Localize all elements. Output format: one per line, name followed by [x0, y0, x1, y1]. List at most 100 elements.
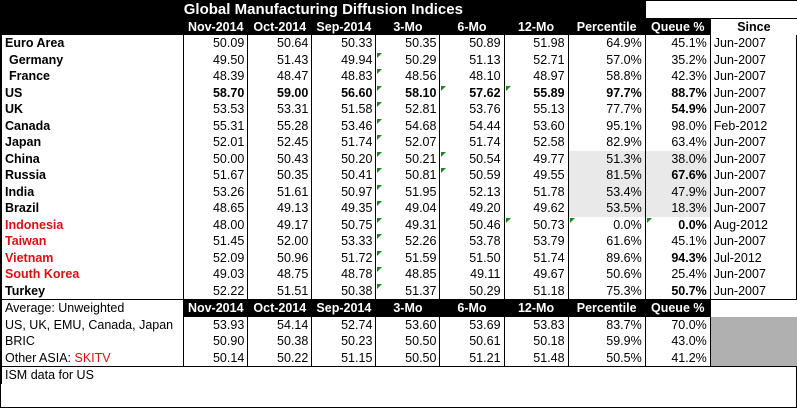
cell-since: Jun-2007	[709, 35, 797, 52]
country-name: Vietnam	[0, 249, 185, 266]
cell-since: Aug-2012	[709, 216, 797, 233]
avg-cell-nov: 50.90	[183, 333, 249, 350]
country-name: UK	[0, 101, 185, 118]
cell-queue: 18.3%	[644, 200, 711, 217]
cell-oct: 48.47	[247, 68, 313, 85]
cell-12mo: 48.97	[503, 68, 569, 85]
cell-3mo: 50.81	[375, 167, 441, 184]
cell-12mo: 52.58	[503, 134, 569, 151]
cell-since: Jun-2007	[709, 183, 797, 200]
avg-cell-3mo: 53.60	[375, 316, 441, 333]
cell-12mo: 51.18	[503, 282, 569, 300]
cell-12mo: 52.71	[503, 51, 569, 68]
column-header-row: Nov-2014 Oct-2014 Sep-2014 3-Mo 6-Mo 12-…	[0, 18, 797, 35]
cell-oct: 59.00	[247, 84, 313, 101]
avg-cell-12mo: 51.48	[503, 349, 569, 367]
cell-since: Jun-2007	[709, 282, 797, 300]
col-header-nov: Nov-2014	[183, 18, 249, 35]
cell-3mo: 48.85	[375, 266, 441, 283]
cell-percentile: 51.3%	[567, 150, 646, 167]
cell-oct: 50.96	[247, 249, 313, 266]
cell-sep: 56.60	[311, 84, 377, 101]
cell-3mo: 52.07	[375, 134, 441, 151]
cell-nov: 48.65	[183, 200, 249, 217]
country-name: Brazil	[0, 200, 185, 217]
cell-3mo: 51.37	[375, 282, 441, 300]
cell-sep: 50.75	[311, 216, 377, 233]
col-header-3mo: 3-Mo	[375, 18, 441, 35]
cell-percentile: 0.0%	[567, 216, 646, 233]
cell-percentile: 61.6%	[567, 233, 646, 250]
cell-6mo: 50.59	[439, 167, 505, 184]
avg-col-header-3mo: 3-Mo	[375, 299, 441, 317]
cell-3mo: 58.10	[375, 84, 441, 101]
cell-6mo: 54.44	[439, 117, 505, 134]
cell-3mo: 48.56	[375, 68, 441, 85]
cell-since: Jun-2007	[709, 134, 797, 151]
cell-queue: 45.1%	[644, 35, 711, 52]
cell-6mo: 50.29	[439, 282, 505, 300]
avg-col-header-12mo: 12-Mo	[503, 299, 569, 317]
col-header-oct: Oct-2014	[247, 18, 313, 35]
cell-oct: 50.35	[247, 167, 313, 184]
cell-nov: 50.09	[183, 35, 249, 52]
cell-3mo: 50.21	[375, 150, 441, 167]
avg-cell-6mo: 53.69	[439, 316, 505, 333]
avg-cell-oct: 50.38	[247, 333, 313, 350]
cell-sep: 51.72	[311, 249, 377, 266]
title-blank-cell	[644, 1, 797, 19]
cell-6mo: 52.13	[439, 183, 505, 200]
cell-percentile: 53.4%	[567, 183, 646, 200]
table-row: Euro Area 50.09 50.64 50.33 50.35 50.89 51.98 6…	[0, 35, 797, 52]
cell-3mo: 54.68	[375, 117, 441, 134]
avg-cell-queue: 41.2%	[644, 349, 711, 367]
country-name: Canada	[0, 117, 185, 134]
cell-12mo: 49.77	[503, 150, 569, 167]
country-name: Turkey	[0, 282, 185, 300]
cell-12mo: 51.78	[503, 183, 569, 200]
cell-sep: 50.38	[311, 282, 377, 300]
table-row: UK 53.53 53.31 51.58 52.81 53.76 55.13 77.7% 54.…	[0, 101, 797, 118]
cell-3mo: 52.26	[375, 233, 441, 250]
cell-oct: 49.13	[247, 200, 313, 217]
cell-6mo: 51.74	[439, 134, 505, 151]
cell-12mo: 55.89	[503, 84, 569, 101]
average-label: Average: Unweighted	[0, 299, 185, 317]
table-row: Taiwan 51.45 52.00 53.33 52.26 53.78 53.79 61.6…	[0, 233, 797, 250]
table-row: India 53.26 51.61 50.97 51.95 52.13 51.78 53.4%…	[0, 183, 797, 200]
cell-3mo: 51.59	[375, 249, 441, 266]
col-header-6mo: 6-Mo	[439, 18, 505, 35]
table-row: Germany 49.50 51.43 49.94 50.29 51.13 52.71 57.…	[0, 51, 797, 68]
cell-12mo: 51.98	[503, 35, 569, 52]
cell-12mo: 49.67	[503, 266, 569, 283]
avg-col-header-oct: Oct-2014	[247, 299, 313, 317]
cell-3mo: 49.04	[375, 200, 441, 217]
avg-cell-percentile: 50.5%	[567, 349, 646, 367]
cell-6mo: 53.78	[439, 233, 505, 250]
cell-12mo: 49.62	[503, 200, 569, 217]
cell-percentile: 97.7%	[567, 84, 646, 101]
average-group-countries: SKITV	[74, 350, 111, 365]
cell-sep: 51.58	[311, 101, 377, 118]
cell-queue: 50.7%	[644, 282, 711, 300]
cell-sep: 50.41	[311, 167, 377, 184]
avg-cell-sep: 50.23	[311, 333, 377, 350]
cell-3mo: 50.35	[375, 35, 441, 52]
average-row: BRIC 50.90 50.38 50.23 50.50 50.61 50.18 59.9% 4…	[0, 333, 797, 350]
cell-nov: 55.31	[183, 117, 249, 134]
cell-12mo: 55.13	[503, 101, 569, 118]
cell-6mo: 49.11	[439, 266, 505, 283]
avg-col-header-nov: Nov-2014	[183, 299, 249, 317]
country-name: South Korea	[0, 266, 185, 283]
avg-col-header-percentile: Percentile	[567, 299, 646, 317]
country-name: Indonesia	[0, 216, 185, 233]
cell-nov: 53.26	[183, 183, 249, 200]
table-row: Indonesia 48.00 49.17 50.75 49.31 50.46 50.73 0…	[0, 216, 797, 233]
average-group-name: US, UK, EMU, Canada, Japan	[0, 316, 185, 333]
table-row: Turkey 52.22 51.51 50.38 51.37 50.29 51.18 75.3…	[0, 282, 797, 300]
cell-nov: 53.53	[183, 101, 249, 118]
cell-queue: 54.9%	[644, 101, 711, 118]
cell-sep: 50.20	[311, 150, 377, 167]
cell-percentile: 50.6%	[567, 266, 646, 283]
